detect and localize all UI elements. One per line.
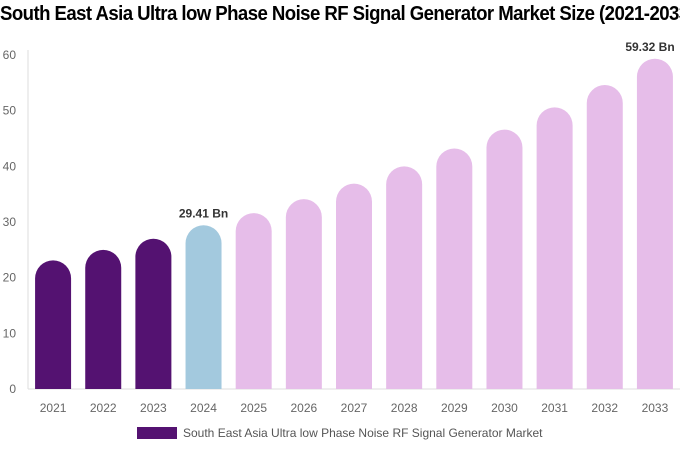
- chart-title: South East Asia Ultra low Phase Noise RF…: [0, 3, 680, 25]
- x-tick-label: 2030: [491, 401, 518, 415]
- y-tick-label: 60: [3, 48, 17, 62]
- x-tick-label: 2023: [140, 401, 167, 415]
- y-tick-label: 30: [3, 215, 17, 229]
- bar-2021: [35, 260, 72, 389]
- x-tick-label: 2033: [642, 401, 669, 415]
- y-tick-label: 20: [3, 271, 17, 285]
- y-tick-label: 50: [3, 104, 17, 118]
- x-tick-label: 2028: [391, 401, 418, 415]
- bar-2023: [135, 238, 172, 389]
- x-tick-label: 2032: [591, 401, 618, 415]
- y-tick-label: 10: [3, 326, 17, 340]
- legend-label: South East Asia Ultra low Phase Noise RF…: [183, 426, 543, 440]
- bar-2033: [636, 58, 673, 389]
- bar-2031: [536, 107, 573, 390]
- bar-2030: [486, 129, 523, 390]
- x-tick-label: 2025: [240, 401, 267, 415]
- x-tick-label: 2024: [190, 401, 217, 415]
- bar-2024: [185, 225, 222, 389]
- x-tick-label: 2026: [290, 401, 317, 415]
- bar-2028: [386, 166, 423, 389]
- bar-2027: [336, 183, 372, 389]
- bar-2022: [85, 249, 122, 389]
- y-tick-label: 40: [3, 159, 17, 173]
- x-tick-label: 2027: [341, 401, 368, 415]
- bar-2026: [285, 199, 322, 389]
- bar-2032: [586, 85, 623, 389]
- x-tick-label: 2021: [40, 401, 67, 415]
- x-tick-label: 2031: [541, 401, 568, 415]
- y-tick-label: 0: [9, 382, 16, 396]
- x-tick-label: 2022: [90, 401, 117, 415]
- x-tick-label: 2029: [441, 401, 468, 415]
- data-label-2033: 59.32 Bn: [625, 40, 674, 54]
- bar-2029: [436, 148, 473, 389]
- legend: South East Asia Ultra low Phase Noise RF…: [137, 426, 543, 440]
- legend-swatch: [137, 427, 177, 439]
- bar-2025: [235, 213, 272, 389]
- data-label-2024: 29.41 Bn: [179, 206, 228, 220]
